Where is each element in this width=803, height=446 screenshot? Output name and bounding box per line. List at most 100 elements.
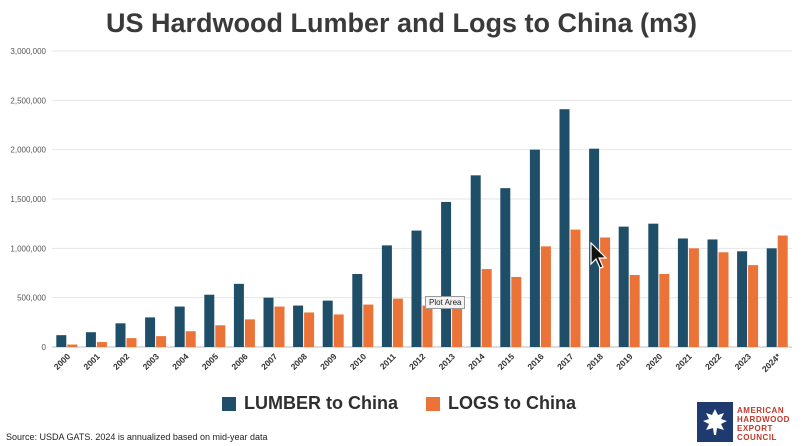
bar-lumber	[559, 109, 570, 347]
legend: LUMBER to China LOGS to China	[222, 393, 576, 414]
x-tick-label: 2015	[496, 351, 517, 372]
chart-title: US Hardwood Lumber and Logs to China (m3…	[105, 8, 697, 38]
x-tick-label: 2016	[525, 351, 546, 372]
y-tick-label: 1,000,000	[10, 244, 46, 253]
logo-line: AMERICAN	[737, 406, 785, 415]
logo-line: HARDWOOD	[737, 415, 790, 424]
x-tick-label: 2014	[466, 351, 487, 372]
bar-logs	[511, 276, 522, 347]
bar-lumber	[677, 238, 688, 347]
x-tick-label: 2001	[81, 351, 102, 372]
bar-lumber	[529, 149, 540, 347]
y-tick-label: 1,500,000	[10, 195, 46, 204]
bar-lumber	[737, 251, 748, 347]
legend-swatch-logs	[425, 396, 440, 411]
bar-lumber	[293, 305, 304, 347]
logo-text: AMERICAN HARDWOOD EXPORT COUNCIL	[733, 402, 790, 446]
bar-lumber	[648, 223, 659, 347]
logo-line: EXPORT	[737, 424, 773, 433]
bar-lumber	[204, 294, 215, 347]
bar-logs	[96, 342, 107, 347]
legend-label-logs: LOGS to China	[447, 393, 576, 413]
bar-logs	[688, 248, 699, 347]
x-tick-label: 2011	[378, 351, 398, 371]
bar-lumber	[56, 335, 67, 347]
oak-leaf-icon	[697, 402, 733, 442]
logo-line: COUNCIL	[737, 433, 777, 442]
x-tick-label: 2000	[52, 351, 73, 372]
y-tick-label: 0	[42, 343, 47, 352]
bar-logs	[392, 298, 403, 347]
bar-lumber	[500, 188, 511, 347]
bar-lumber	[441, 201, 452, 347]
x-tick-label: 2013	[437, 351, 458, 372]
bar-logs	[422, 305, 433, 347]
x-tick-label: 2024*	[760, 351, 783, 374]
bar-logs	[363, 304, 374, 347]
bar-lumber	[470, 175, 481, 347]
bar-logs	[126, 338, 137, 347]
bar-lumber	[352, 273, 363, 347]
bar-logs	[481, 269, 492, 347]
x-tick-label: 2023	[733, 351, 754, 372]
x-tick-label: 2021	[673, 351, 694, 372]
mouse-cursor-icon	[590, 242, 608, 269]
bar-logs	[156, 336, 167, 347]
bar-lumber	[381, 245, 392, 347]
bar-logs	[67, 344, 78, 347]
x-tick-label: 2010	[348, 351, 369, 372]
x-tick-label: 2006	[229, 351, 250, 372]
bar-logs	[452, 307, 463, 347]
bar-lumber	[707, 239, 718, 347]
bar-logs	[659, 273, 670, 347]
x-tick-label: 2003	[141, 351, 162, 372]
bar-logs	[274, 306, 285, 347]
x-tick-label: 2012	[407, 351, 428, 372]
bar-logs	[600, 237, 611, 347]
bar-logs	[570, 229, 581, 347]
x-tick-label: 2004	[170, 351, 191, 372]
x-tick-label: 2020	[644, 351, 665, 372]
bar-logs	[777, 235, 788, 347]
x-tick-label: 2019	[614, 351, 635, 372]
x-tick-label: 2008	[289, 351, 310, 372]
bar-logs	[185, 331, 196, 347]
plot-area-tooltip: Plot Area	[425, 296, 466, 309]
bar-logs	[748, 265, 759, 347]
bar-logs	[244, 319, 255, 347]
bar-logs	[215, 325, 226, 347]
legend-label-lumber: LUMBER to China	[244, 393, 398, 413]
x-tick-label: 2022	[703, 351, 724, 372]
x-tick-label: 2009	[318, 351, 339, 372]
x-tick-label: 2005	[200, 351, 221, 372]
x-tick-label: 2018	[585, 351, 606, 372]
legend-item-logs: LOGS to China	[425, 393, 576, 414]
y-tick-label: 500,000	[17, 294, 46, 303]
bar-lumber	[618, 226, 629, 347]
y-tick-label: 2,500,000	[10, 96, 46, 105]
x-tick-label: 2017	[555, 351, 576, 372]
bar-lumber	[411, 230, 422, 347]
bar-lumber	[766, 248, 777, 347]
bar-lumber	[233, 283, 244, 347]
bar-logs	[718, 252, 729, 347]
bar-logs	[629, 274, 640, 347]
bar-lumber	[263, 297, 274, 347]
bar-lumber	[85, 332, 96, 347]
bar-lumber	[174, 306, 185, 347]
bar-lumber	[145, 317, 156, 347]
bar-logs	[333, 314, 344, 347]
x-tick-label: 2002	[111, 351, 132, 372]
bar-lumber	[115, 323, 126, 347]
bar-logs	[304, 312, 315, 347]
legend-swatch-lumber	[222, 396, 236, 411]
source-note: Source: USDA GATS. 2024 is annualized ba…	[6, 432, 268, 442]
y-tick-label: 3,000,000	[10, 47, 46, 56]
bar-lumber	[322, 300, 333, 347]
bar-logs	[540, 246, 551, 347]
ahec-logo: AMERICAN HARDWOOD EXPORT COUNCIL	[697, 402, 803, 446]
legend-item-lumber: LUMBER to China	[222, 393, 398, 414]
x-tick-label: 2007	[259, 351, 280, 372]
y-tick-label: 2,000,000	[10, 146, 46, 155]
